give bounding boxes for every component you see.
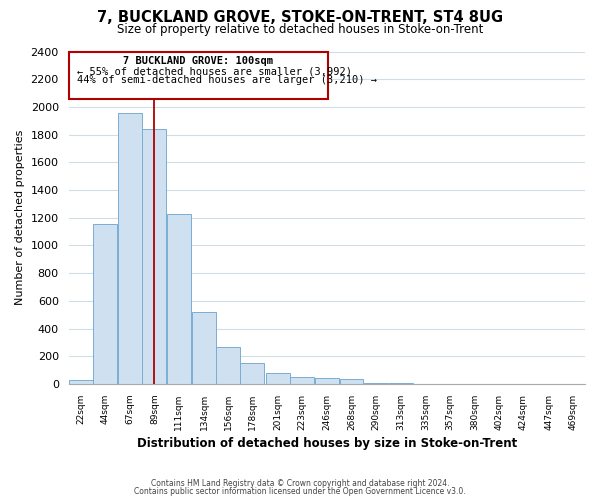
Bar <box>93 224 117 384</box>
Bar <box>290 377 314 384</box>
Bar <box>364 382 388 384</box>
Text: 44% of semi-detached houses are larger (3,210) →: 44% of semi-detached houses are larger (… <box>77 76 377 86</box>
Text: 7 BUCKLAND GROVE: 100sqm: 7 BUCKLAND GROVE: 100sqm <box>124 56 274 66</box>
Text: Contains HM Land Registry data © Crown copyright and database right 2024.: Contains HM Land Registry data © Crown c… <box>151 478 449 488</box>
Bar <box>192 312 216 384</box>
Bar <box>266 373 290 384</box>
Y-axis label: Number of detached properties: Number of detached properties <box>15 130 25 306</box>
Bar <box>142 129 166 384</box>
Bar <box>216 347 240 384</box>
FancyBboxPatch shape <box>68 52 328 98</box>
Bar <box>118 113 142 384</box>
Bar <box>340 379 364 384</box>
X-axis label: Distribution of detached houses by size in Stoke-on-Trent: Distribution of detached houses by size … <box>137 437 517 450</box>
Text: 7, BUCKLAND GROVE, STOKE-ON-TRENT, ST4 8UG: 7, BUCKLAND GROVE, STOKE-ON-TRENT, ST4 8… <box>97 10 503 25</box>
Text: ← 55% of detached houses are smaller (3,992): ← 55% of detached houses are smaller (3,… <box>77 66 352 76</box>
Text: Size of property relative to detached houses in Stoke-on-Trent: Size of property relative to detached ho… <box>117 22 483 36</box>
Bar <box>316 378 339 384</box>
Bar <box>241 363 265 384</box>
Bar <box>68 380 92 384</box>
Text: Contains public sector information licensed under the Open Government Licence v3: Contains public sector information licen… <box>134 486 466 496</box>
Bar <box>167 214 191 384</box>
